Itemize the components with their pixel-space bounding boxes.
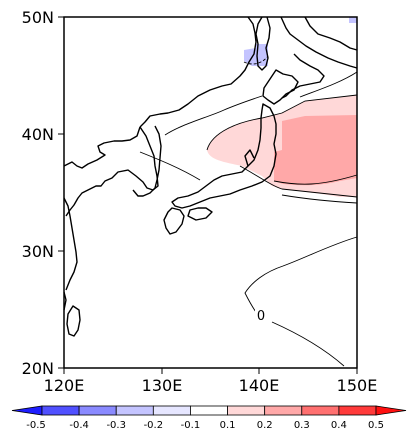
- coast-china-south: [63, 197, 78, 291]
- coast-mainland-north: [139, 16, 257, 128]
- coast-sakhalin: [255, 16, 271, 71]
- lat-label-30n: 30N: [22, 242, 54, 261]
- coast-kamchatka: [304, 16, 358, 51]
- axis-ticks: [58, 16, 358, 374]
- coast-taiwan: [66, 305, 81, 337]
- coast-kuril: [280, 16, 358, 69]
- map-panel: [64, 17, 357, 368]
- contour-label-bg: [255, 307, 267, 323]
- coastlines: [63, 16, 358, 337]
- shaded-regions: [207, 17, 357, 197]
- contour-line-positive-south: [239, 165, 358, 198]
- lat-label-50n: 50N: [22, 8, 54, 27]
- colorbar-segment: [115, 405, 154, 416]
- coast-hokkaido: [262, 69, 299, 105]
- longitude-labels: 120E 130E 140E 150E: [44, 376, 378, 395]
- contour-line-north: [164, 95, 263, 136]
- colorbar: -0.5 -0.4 -0.3 -0.2 -0.1 0.1 0.2 0.3 0.4 0.5: [11, 405, 407, 431]
- colorbar-label: 0.3: [294, 420, 310, 431]
- lat-label-40n: 40N: [22, 125, 54, 144]
- coast-shikoku: [187, 207, 213, 221]
- colorbar-segment: [227, 405, 266, 416]
- lon-label-120e: 120E: [44, 376, 85, 395]
- contour-line-pacific: [281, 194, 358, 204]
- colorbar-segment: [152, 405, 191, 416]
- colorbar-label: -0.4: [69, 420, 89, 431]
- contour-line-zero-south: [271, 321, 345, 367]
- colorbar-segment: [338, 405, 377, 416]
- colorbar-label: -0.1: [181, 420, 201, 431]
- lon-label-150e: 150E: [337, 376, 378, 395]
- coast-noto: [244, 149, 255, 167]
- colorbar-arrow-right: [375, 405, 407, 416]
- colorbar-segment: [41, 405, 80, 416]
- coast-kyushu: [163, 207, 185, 235]
- colorbar-label: 0.2: [257, 420, 273, 431]
- colorbar-label: -0.2: [144, 420, 164, 431]
- colorbar-label: -0.3: [106, 420, 126, 431]
- lon-label-140e: 140E: [239, 376, 280, 395]
- negative-anomaly-spot: [349, 17, 357, 23]
- contour-line-dashed-blue: [243, 55, 269, 65]
- colorbar-segment: [78, 405, 117, 416]
- contour-line-kanto: [139, 151, 201, 181]
- contour-line-zero: [244, 236, 358, 321]
- positive-anomaly-medium: [274, 115, 357, 186]
- contour-line-positive-inner: [273, 174, 358, 185]
- contour-lines: [139, 55, 358, 367]
- colorbar-segment: [264, 405, 303, 416]
- coast-honshu: [171, 103, 277, 209]
- lon-label-130e: 130E: [142, 376, 183, 395]
- latitude-labels: 50N 40N 30N 20N: [22, 8, 54, 378]
- colorbar-segment: [301, 405, 340, 416]
- map-frame: [63, 16, 358, 369]
- coast-korea: [65, 126, 159, 217]
- contour-line-positive-outer: [206, 94, 358, 151]
- colorbar-segment: [190, 405, 228, 416]
- coast-korea-east: [132, 125, 162, 197]
- colorbar-label: 0.4: [331, 420, 347, 431]
- contour-label: 0: [257, 309, 265, 324]
- colorbar-label: -0.5: [26, 420, 46, 431]
- colorbar-arrow-left: [11, 405, 43, 416]
- coast-bohai: [63, 126, 141, 169]
- colorbar-label: 0.5: [368, 420, 384, 431]
- contour-line-north-east: [299, 71, 358, 98]
- colorbar-label: 0.1: [220, 420, 236, 431]
- lat-label-20n: 20N: [22, 359, 54, 378]
